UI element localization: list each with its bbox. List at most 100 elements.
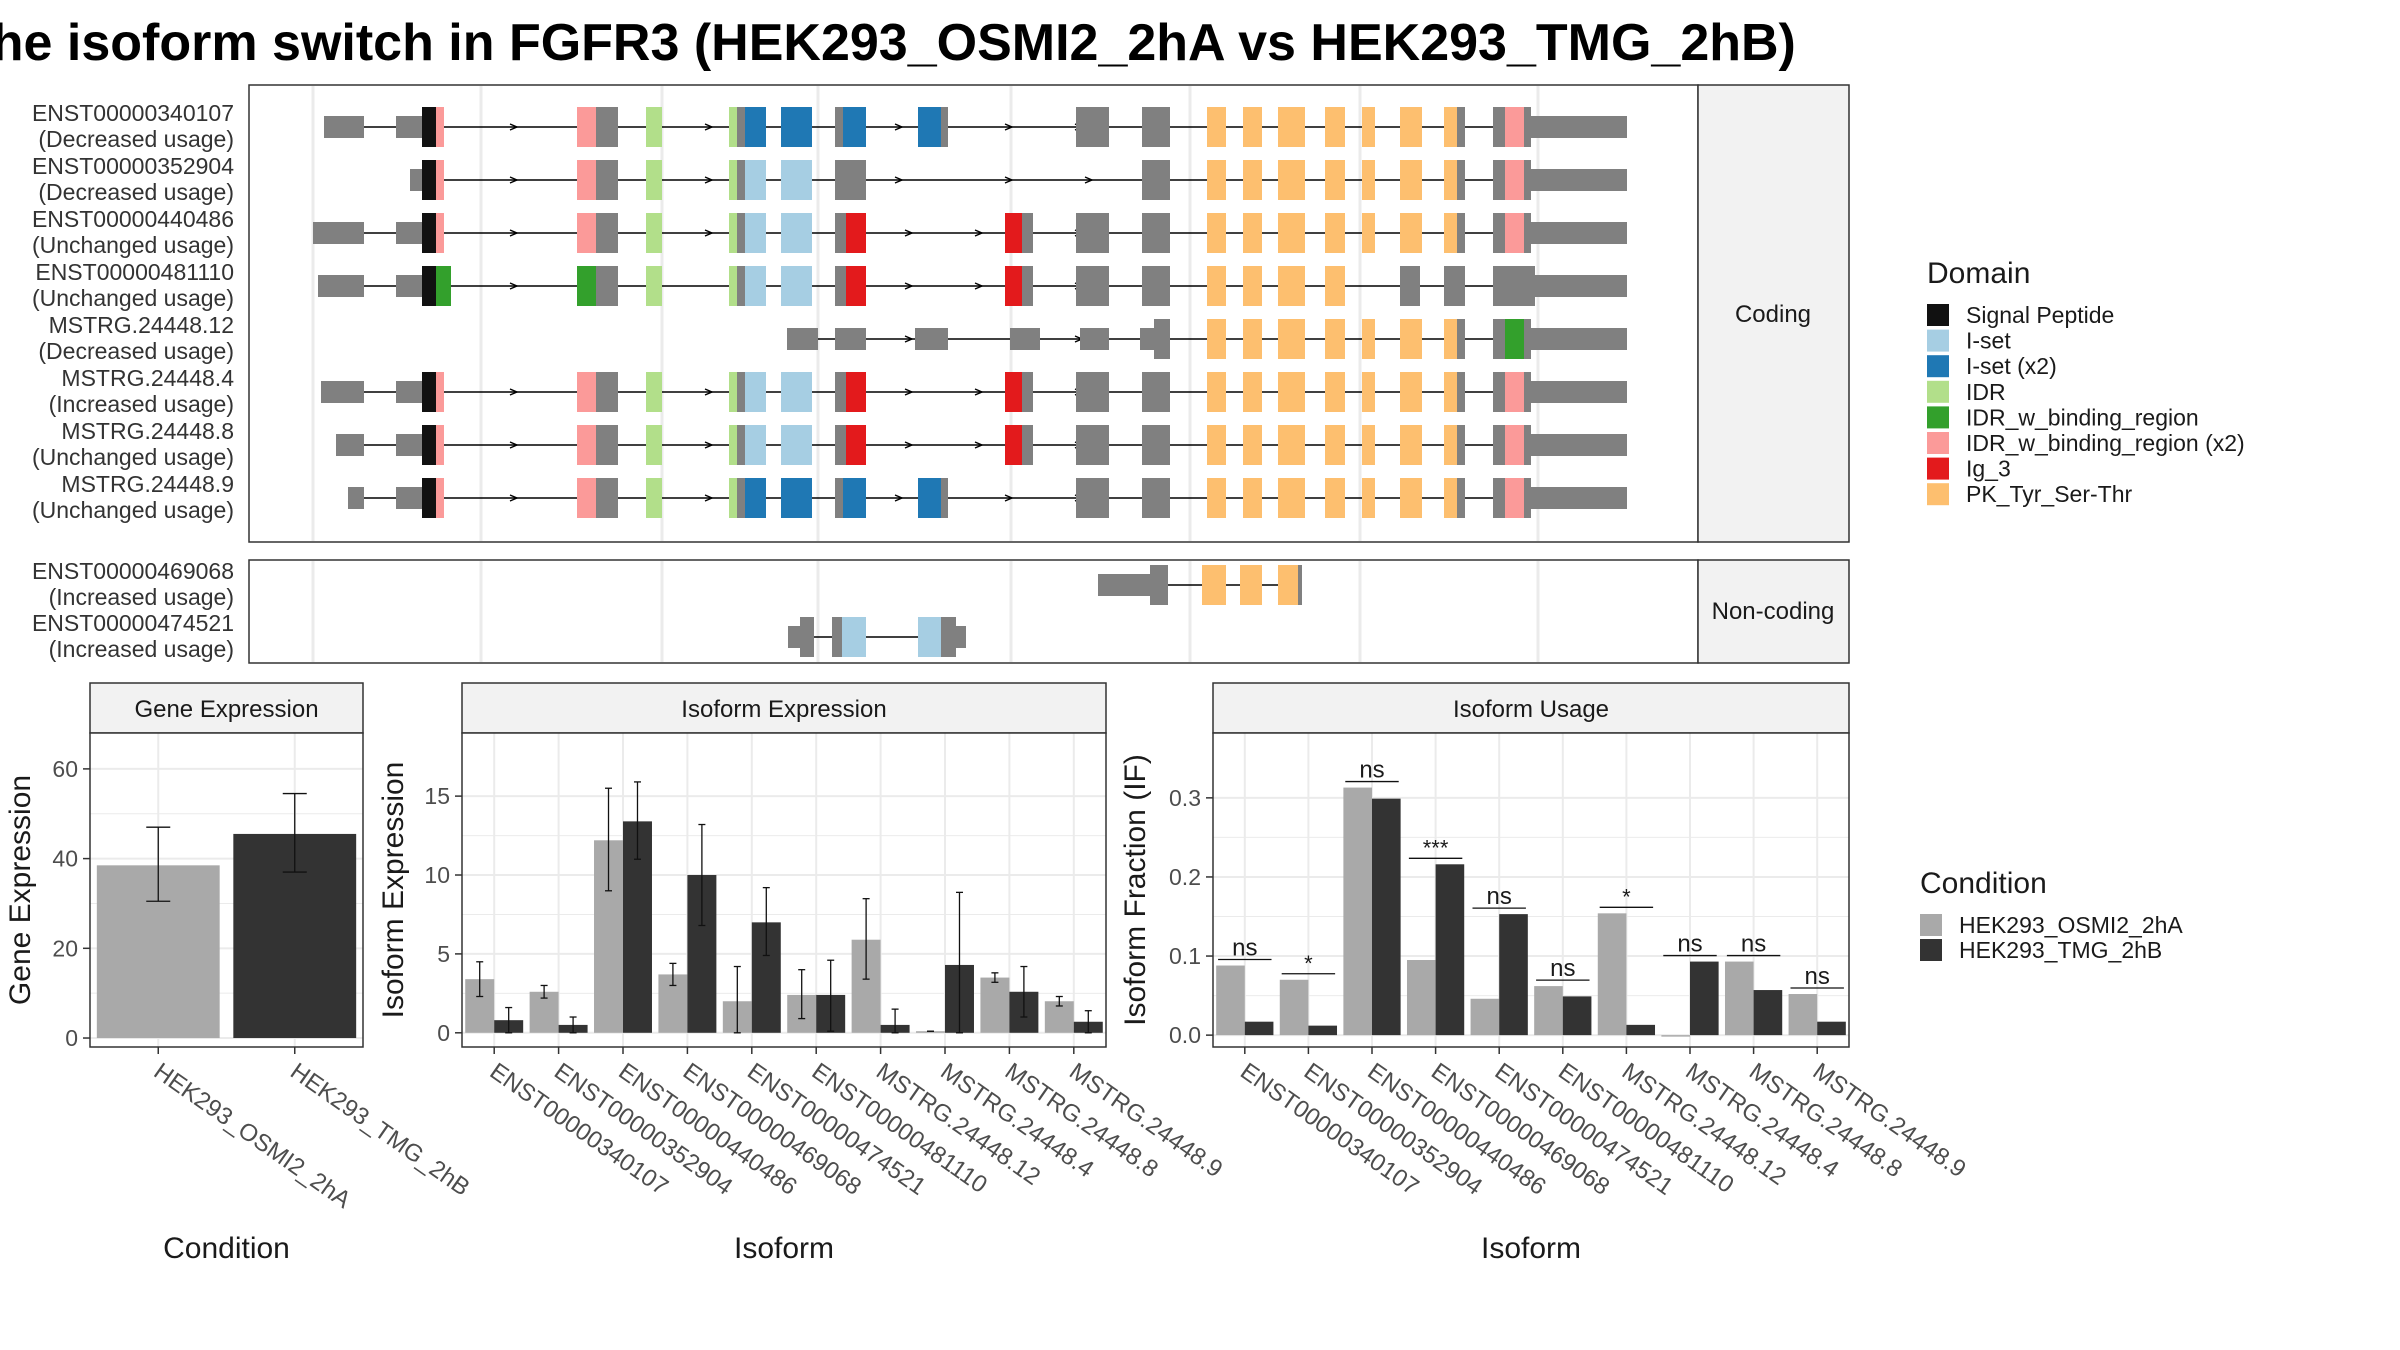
domain-iset-exon xyxy=(781,213,812,253)
utr-block xyxy=(1531,222,1627,244)
domain-idr-x2-exon xyxy=(436,478,444,518)
domain-signal-exon xyxy=(422,213,436,253)
domain-pk-exon xyxy=(1278,266,1305,306)
exon-block xyxy=(1524,213,1531,253)
bar xyxy=(1788,994,1818,1036)
exon-block xyxy=(1493,213,1505,253)
strand-arrow xyxy=(704,229,714,237)
bar xyxy=(916,1031,945,1033)
domain-pk-exon xyxy=(1243,213,1262,253)
exon-block xyxy=(1457,372,1465,412)
domain-idr-x2-exon xyxy=(1505,160,1524,200)
bar xyxy=(1343,787,1372,1036)
domain-ig3-exon xyxy=(846,266,866,306)
transcript-usage-label: (Unchanged usage) xyxy=(32,285,234,311)
exon-block xyxy=(1493,478,1505,518)
exon-block xyxy=(596,372,618,412)
y-tick-label: 0 xyxy=(65,1025,78,1051)
exon-block xyxy=(1150,565,1168,605)
transcript-id-label: MSTRG.24448.4 xyxy=(61,365,234,391)
transcript-usage-label: (Increased usage) xyxy=(49,636,234,662)
exon-block xyxy=(1076,213,1109,253)
strand-arrow xyxy=(509,388,519,396)
domain-iset-x2-exon xyxy=(745,478,766,518)
domain-idr-x2-exon xyxy=(577,372,596,412)
y-tick-label: 40 xyxy=(52,846,78,872)
legend-swatch xyxy=(1920,914,1942,936)
exon-block xyxy=(1493,372,1505,412)
exon-block xyxy=(1524,372,1531,412)
legend-label: I-set (x2) xyxy=(1966,353,2057,379)
exon-block xyxy=(596,425,618,465)
panel-strip xyxy=(89,682,364,734)
legend-label: Signal Peptide xyxy=(1966,302,2114,328)
exon-block xyxy=(835,213,846,253)
domain-pk-exon xyxy=(1278,372,1305,412)
y-axis-title: Isoform Expression xyxy=(377,762,410,1019)
bar xyxy=(1499,914,1528,1036)
domain-pk-exon xyxy=(1325,160,1345,200)
exon-block xyxy=(941,478,948,518)
exon-block xyxy=(835,107,843,147)
utr-block xyxy=(318,275,364,297)
domain-ig3-exon xyxy=(846,372,866,412)
significance-label: ns xyxy=(1741,931,1766,958)
bar xyxy=(1372,798,1401,1036)
utr-block xyxy=(1080,328,1109,350)
significance-label: ns xyxy=(1359,757,1384,784)
strand-arrow xyxy=(509,282,519,290)
strand-arrow xyxy=(894,494,904,502)
domain-pk-exon xyxy=(1400,213,1422,253)
domain-idr-binding-exon xyxy=(577,266,596,306)
domain-idr-x2-exon xyxy=(1505,478,1524,518)
utr-block xyxy=(1531,487,1627,509)
y-tick-label: 10 xyxy=(424,862,450,888)
legend-label: HEK293_OSMI2_2hA xyxy=(1959,912,2183,938)
bar xyxy=(1435,864,1465,1036)
exon-block xyxy=(1076,372,1109,412)
strand-arrow xyxy=(904,229,914,237)
domain-idr-x2-exon xyxy=(577,213,596,253)
domain-pk-exon xyxy=(1278,565,1298,605)
domain-iset-exon xyxy=(781,160,812,200)
significance-label: ns xyxy=(1487,883,1512,910)
exon-block xyxy=(1457,107,1465,147)
exon-block xyxy=(1076,266,1109,306)
exon-block xyxy=(737,478,745,518)
transcript-id-label: MSTRG.24448.8 xyxy=(61,418,234,444)
utr-block xyxy=(956,626,966,648)
exon-block xyxy=(941,107,948,147)
exon-block xyxy=(941,617,956,657)
exon-block xyxy=(596,266,618,306)
bar xyxy=(1308,1025,1338,1036)
domain-pk-exon xyxy=(1444,425,1457,465)
domain-pk-exon xyxy=(1243,425,1262,465)
significance-label: * xyxy=(1304,951,1313,976)
domain-iset-exon xyxy=(781,425,812,465)
strand-arrow xyxy=(704,388,714,396)
domain-iset-exon xyxy=(918,617,941,657)
legend-swatch xyxy=(1927,432,1949,454)
transcript-usage-label: (Increased usage) xyxy=(49,391,234,417)
domain-pk-exon xyxy=(1243,160,1262,200)
strand-arrow xyxy=(904,441,914,449)
domain-pk-exon xyxy=(1325,425,1345,465)
transcript-id-label: ENST00000352904 xyxy=(32,153,234,179)
y-tick-label: 5 xyxy=(437,941,450,967)
y-tick-label: 20 xyxy=(52,935,78,961)
bar xyxy=(1279,979,1309,1036)
domain-pk-exon xyxy=(1243,107,1262,147)
legend-label: IDR_w_binding_region (x2) xyxy=(1966,430,2245,456)
exon-block xyxy=(1457,213,1465,253)
bar xyxy=(1534,986,1563,1036)
domain-pk-exon xyxy=(1207,319,1226,359)
domain-iset-exon xyxy=(745,213,766,253)
domain-idr-exon xyxy=(646,478,662,518)
domain-ig3-exon xyxy=(846,213,866,253)
significance-label: * xyxy=(1622,884,1631,909)
panel-strip xyxy=(461,682,1107,734)
utr-block xyxy=(1531,381,1627,403)
exon-block xyxy=(1142,425,1170,465)
domain-pk-exon xyxy=(1400,425,1422,465)
x-axis-title: Condition xyxy=(163,1232,290,1265)
